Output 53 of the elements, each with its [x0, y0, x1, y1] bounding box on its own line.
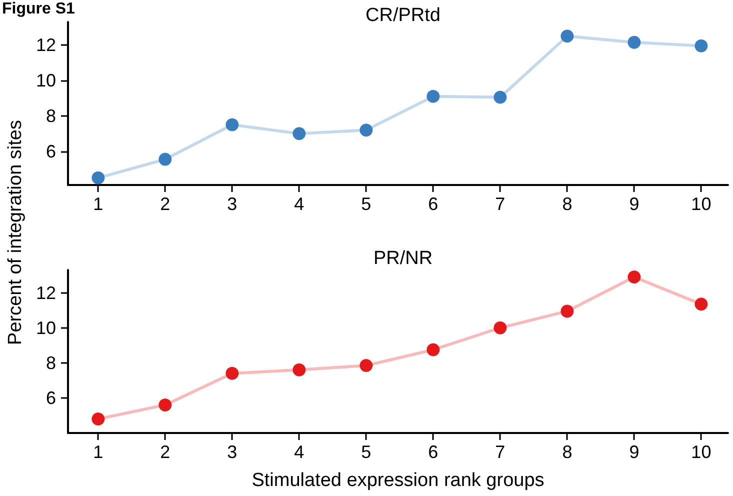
x-tick-label: 3	[227, 194, 238, 214]
x-tick-label: 1	[93, 194, 104, 214]
x-tick-label: 8	[562, 194, 572, 214]
point	[628, 36, 641, 49]
x-tick-label: 1	[93, 442, 104, 462]
x-tick-label: 9	[629, 442, 640, 462]
y-tick-label: 8	[46, 106, 56, 126]
y-tick-label: 12	[36, 282, 56, 303]
x-tick-label: 8	[562, 442, 572, 462]
x-tick-label: 2	[160, 194, 170, 214]
point	[292, 363, 306, 376]
y-tick-label: 10	[36, 318, 56, 338]
point	[494, 321, 507, 334]
x-tick-label: 6	[428, 442, 438, 462]
point	[360, 359, 373, 372]
x-tick-label: 10	[691, 442, 712, 462]
point	[292, 127, 306, 140]
y-tick-label: 6	[46, 388, 56, 408]
y-tick-label: 6	[46, 141, 56, 162]
point	[360, 124, 373, 137]
x-tick-label: 4	[294, 194, 304, 214]
chart-title: PR/NR	[373, 248, 433, 269]
point	[426, 90, 440, 103]
point	[494, 90, 507, 104]
point	[426, 343, 440, 356]
point	[226, 118, 239, 132]
x-tick-label: 6	[428, 194, 438, 214]
x-tick-label: 5	[361, 194, 372, 214]
point	[92, 171, 105, 184]
y-tick-label: 12	[36, 35, 56, 56]
point	[226, 366, 239, 380]
chart-title: CR/PRtd	[366, 5, 440, 26]
x-tick-label: 5	[361, 442, 372, 462]
y-axis-title: Percent of integration sites	[5, 120, 26, 345]
point	[560, 30, 574, 43]
point	[694, 39, 708, 52]
x-tick-label: 7	[495, 442, 506, 462]
x-tick-label: 2	[160, 442, 170, 462]
point	[560, 304, 574, 318]
y-tick-label: 8	[46, 352, 56, 373]
x-tick-label: 4	[294, 442, 304, 462]
point	[158, 152, 172, 166]
caption: Figure S1	[2, 0, 76, 18]
point	[694, 298, 708, 311]
x-tick-label: 7	[495, 194, 506, 214]
point	[92, 412, 105, 426]
point	[158, 398, 172, 412]
x-tick-label: 3	[227, 442, 238, 462]
x-tick-label: 10	[691, 194, 712, 214]
point	[628, 270, 641, 284]
y-tick-label: 10	[36, 70, 56, 90]
x-axis-title: Stimulated expression rank groups	[252, 470, 544, 491]
x-tick-label: 9	[629, 194, 640, 214]
